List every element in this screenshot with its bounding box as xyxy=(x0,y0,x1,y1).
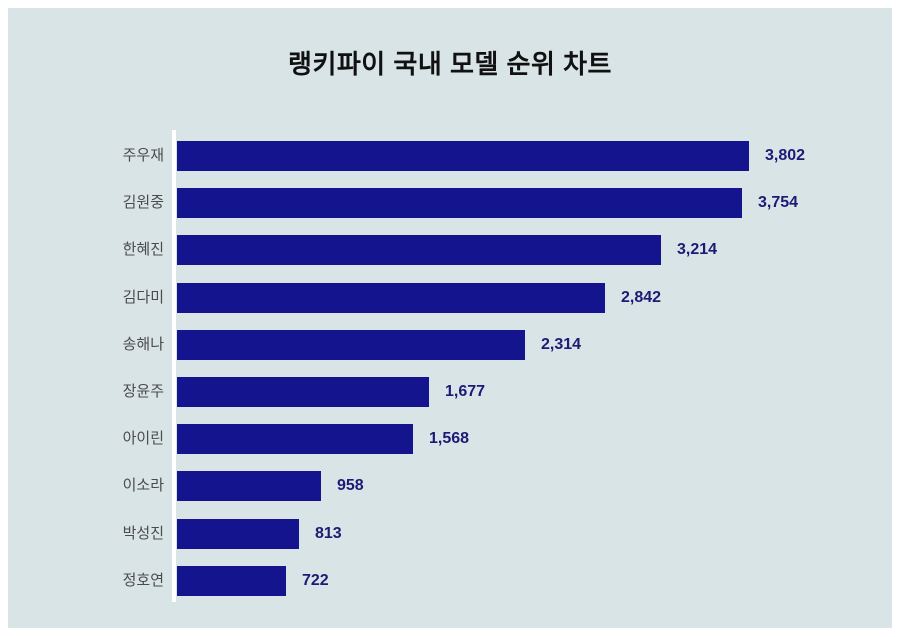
category-label: 송해나 xyxy=(122,336,164,353)
value-label: 1,677 xyxy=(445,383,486,400)
category-label: 정호연 xyxy=(122,572,164,589)
value-label: 958 xyxy=(337,477,364,494)
chart-title: 랭키파이 국내 모델 순위 차트 xyxy=(288,49,612,79)
value-label: 3,214 xyxy=(677,241,718,258)
chart-row: 정호연 722 xyxy=(0,566,900,596)
category-label: 김다미 xyxy=(122,289,164,306)
category-label: 박성진 xyxy=(122,525,164,542)
chart-row: 한혜진 3,214 xyxy=(0,235,900,265)
bar xyxy=(177,471,321,501)
chart-row: 김다미 2,842 xyxy=(0,283,900,313)
category-label: 주우재 xyxy=(122,147,164,164)
chart-row: 주우재 3,802 xyxy=(0,141,900,171)
category-label: 김원중 xyxy=(122,194,164,211)
value-label: 2,314 xyxy=(541,336,582,353)
chart-row: 장윤주 1,677 xyxy=(0,377,900,407)
value-label: 813 xyxy=(315,525,342,542)
value-label: 3,802 xyxy=(765,147,806,164)
bar xyxy=(177,188,742,218)
bar xyxy=(177,235,661,265)
value-label: 722 xyxy=(302,572,329,589)
chart-row: 박성진 813 xyxy=(0,519,900,549)
bar xyxy=(177,283,605,313)
chart-row: 아이린 1,568 xyxy=(0,424,900,454)
value-label: 1,568 xyxy=(429,430,470,447)
bar xyxy=(177,519,299,549)
chart-row: 이소라 958 xyxy=(0,471,900,501)
category-label: 장윤주 xyxy=(122,383,164,400)
y-axis-line xyxy=(172,130,176,602)
chart-row: 김원중 3,754 xyxy=(0,188,900,218)
value-label: 2,842 xyxy=(621,289,662,306)
bar xyxy=(177,377,429,407)
bar xyxy=(177,141,749,171)
category-label: 한혜진 xyxy=(122,241,164,258)
chart-background-panel xyxy=(8,8,892,628)
value-label: 3,754 xyxy=(758,194,799,211)
bar xyxy=(177,566,286,596)
category-label: 아이린 xyxy=(122,430,164,447)
bar xyxy=(177,424,413,454)
category-label: 이소라 xyxy=(122,477,164,494)
bar xyxy=(177,330,525,360)
chart-row: 송해나 2,314 xyxy=(0,330,900,360)
